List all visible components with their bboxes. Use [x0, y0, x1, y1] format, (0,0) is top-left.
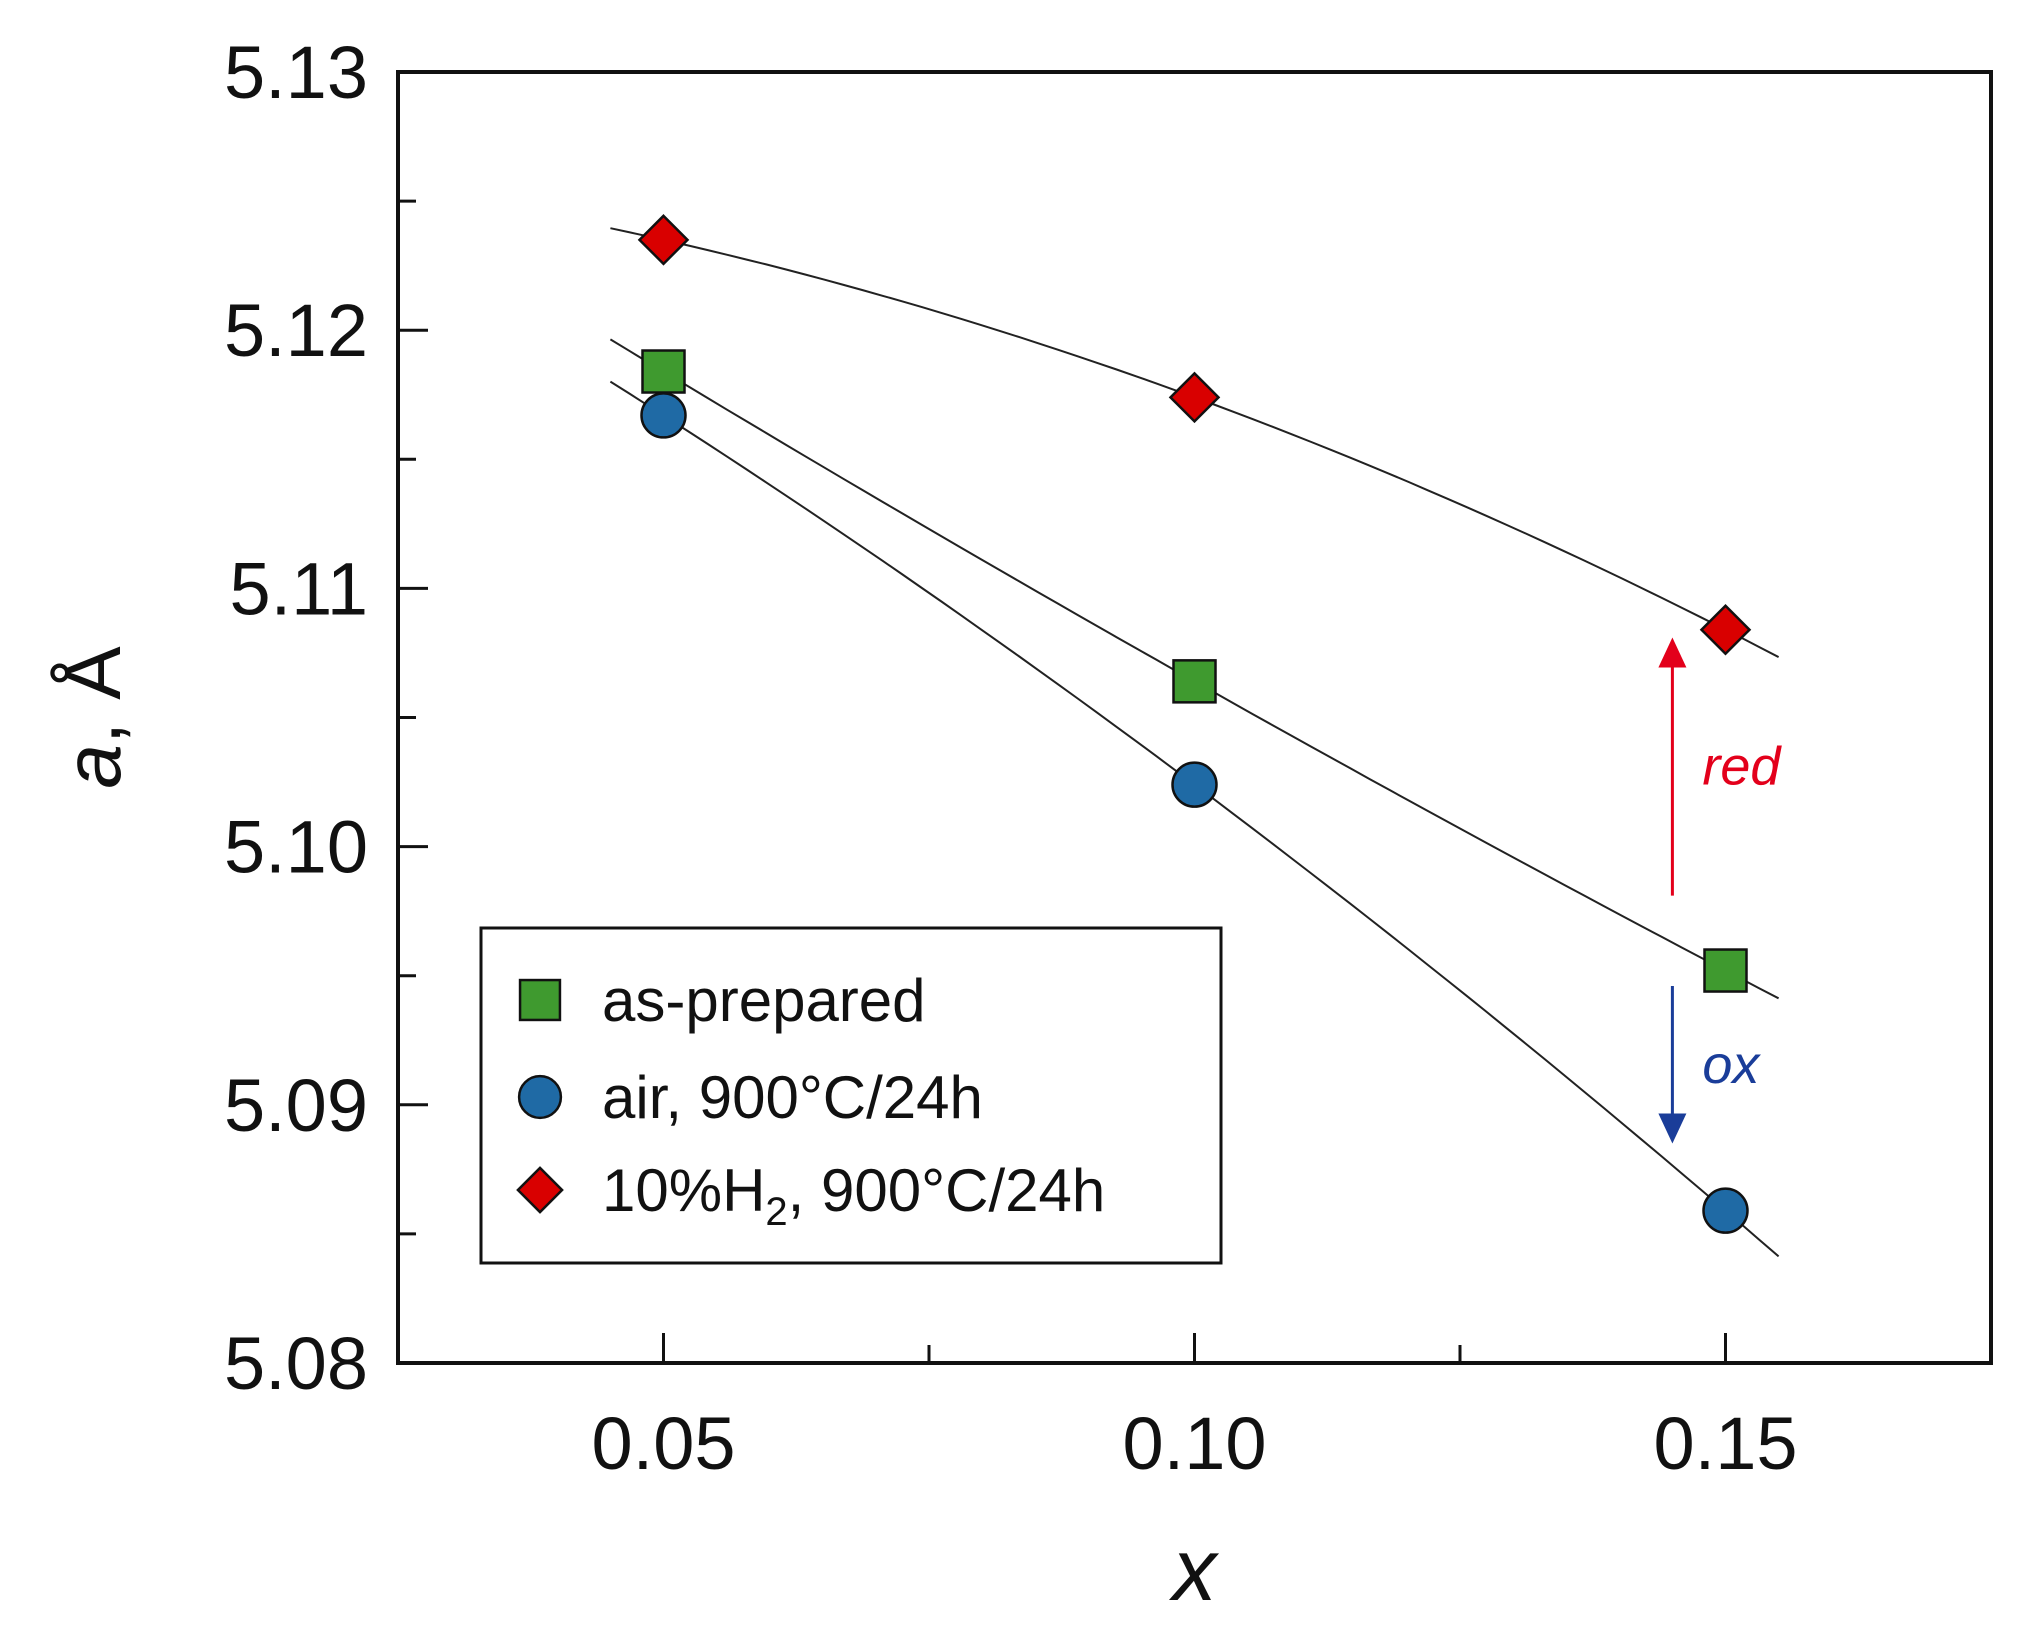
annotations: red ox	[1658, 637, 1782, 1144]
legend-label: as-prepared	[602, 967, 926, 1034]
y-tick-label: 5.13	[224, 31, 368, 114]
y-axis-unit: , Å	[48, 646, 137, 744]
annotation-arrowhead	[1658, 1113, 1687, 1144]
annotation-arrowhead	[1658, 637, 1687, 668]
y-tick-label: 5.11	[229, 547, 368, 630]
data-point-circle	[1702, 1187, 1749, 1234]
annotation-label: red	[1702, 737, 1782, 797]
data-markers	[637, 214, 1752, 1234]
y-tick-label: 5.10	[224, 806, 368, 889]
data-point-square	[1172, 659, 1217, 704]
legend: as-prepared air, 900°C/24h 10%H2, 900°C/24…	[479, 926, 1223, 1265]
x-tick-label: 0.15	[1653, 1402, 1797, 1485]
data-point-diamond	[1699, 603, 1752, 656]
annotation-label: ox	[1702, 1035, 1761, 1095]
x-tick-label: 0.05	[591, 1402, 735, 1485]
fit-line-2	[610, 227, 1780, 658]
legend-box	[479, 926, 1223, 1265]
legend-label-tail: , 900°C/24h	[788, 1157, 1106, 1224]
legend-label: 10%H2, 900°C/24h	[602, 1157, 1105, 1234]
legend-label: air, 900°C/24h	[602, 1064, 983, 1131]
legend-marker-circle	[517, 1074, 563, 1120]
y-tick-label: 5.08	[224, 1322, 368, 1405]
data-point-diamond	[637, 214, 690, 266]
data-point-circle	[640, 392, 687, 439]
legend-label-subscript: 2	[765, 1190, 787, 1234]
legend-marker-diamond	[516, 1166, 564, 1214]
x-axis-title: x	[1169, 1520, 1220, 1619]
data-point-diamond	[1168, 371, 1221, 424]
legend-marker-square	[518, 978, 562, 1022]
y-tick-label: 5.09	[224, 1064, 368, 1147]
x-tick-label: 0.10	[1122, 1402, 1266, 1485]
y-axis-title: a, Å	[48, 646, 137, 789]
axes: 5.085.095.105.115.125.130.05 0.10 0.15xa, …	[48, 31, 1993, 1619]
data-point-square	[1703, 948, 1748, 993]
y-tick-label: 5.12	[224, 289, 368, 372]
legend-label-main: 10%H	[602, 1157, 765, 1224]
y-axis-symbol: a	[48, 744, 137, 789]
data-point-circle	[1171, 761, 1218, 808]
data-point-square	[641, 349, 686, 394]
